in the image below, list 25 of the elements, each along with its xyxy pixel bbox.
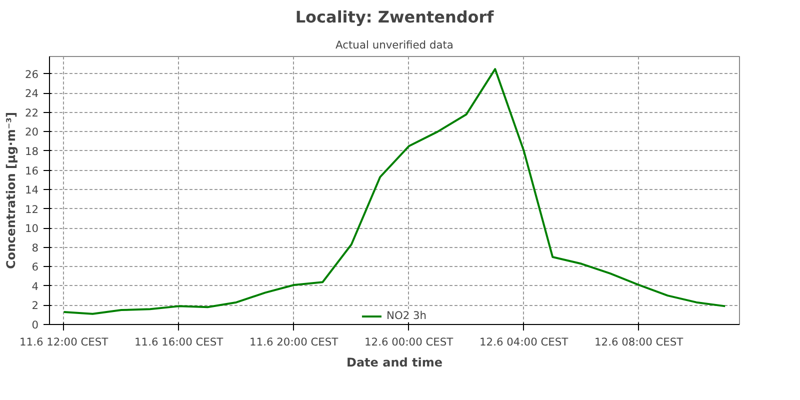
y-axis-title: Concentration [µg·m⁻³] — [4, 112, 18, 269]
y-tick-label: 10 — [24, 222, 39, 236]
y-tick-label: 14 — [24, 184, 39, 197]
y-tick-label: 24 — [24, 87, 39, 100]
x-axis-title: Date and time — [346, 356, 443, 370]
x-tick-label: 11.6 16:00 CEST — [134, 336, 224, 348]
y-tick-label: 12 — [24, 202, 39, 216]
y-tick-label: 20 — [24, 126, 39, 139]
y-tick-label: 18 — [24, 144, 39, 158]
chart-subtitle: Actual unverified data — [336, 38, 454, 52]
x-tick-label: 11.6 20:00 CEST — [250, 336, 339, 348]
y-tick-label: 0 — [32, 318, 39, 332]
y-tick-label: 8 — [32, 241, 39, 254]
y-tick-label: 22 — [24, 106, 39, 120]
x-tick-label: 11.6 12:00 CEST — [20, 336, 109, 348]
y-tick-label: 26 — [24, 68, 39, 81]
x-tick-label: 12.6 04:00 CEST — [480, 336, 569, 348]
x-tick-label: 12.6 08:00 CEST — [594, 336, 684, 348]
chart-title: Locality: Zwentendorf — [295, 8, 495, 26]
y-tick-label: 4 — [32, 280, 39, 293]
y-tick-label: 6 — [32, 260, 39, 274]
legend-label: NO2 3h — [386, 309, 427, 322]
x-tick-label: 12.6 00:00 CEST — [364, 336, 454, 348]
y-tick-label: 2 — [32, 299, 38, 312]
y-tick-label: 16 — [24, 164, 39, 178]
